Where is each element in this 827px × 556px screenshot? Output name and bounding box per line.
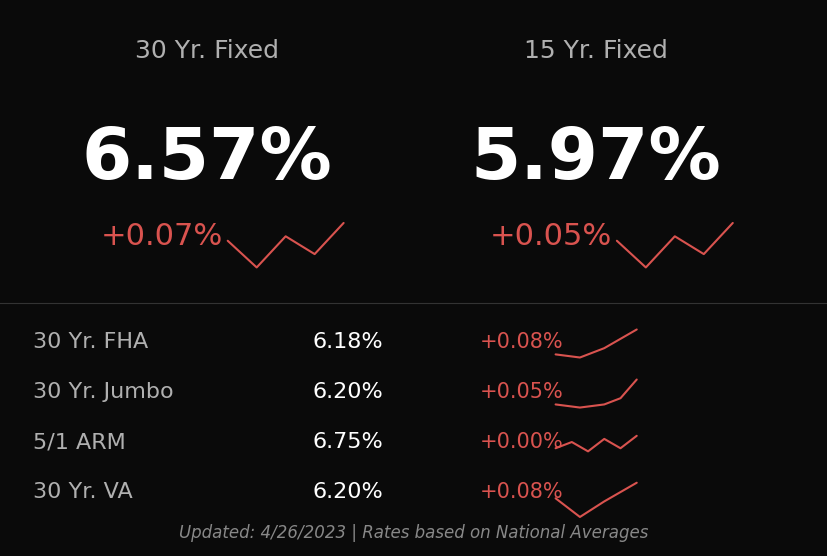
Text: +0.05%: +0.05% <box>479 382 563 402</box>
Text: +0.05%: +0.05% <box>489 222 611 251</box>
Text: +0.00%: +0.00% <box>479 432 563 452</box>
Text: 6.75%: 6.75% <box>312 432 383 452</box>
Text: 30 Yr. Fixed: 30 Yr. Fixed <box>135 39 279 63</box>
Text: 30 Yr. Jumbo: 30 Yr. Jumbo <box>33 382 174 402</box>
Text: +0.08%: +0.08% <box>480 332 562 352</box>
Text: Updated: 4/26/2023 | Rates based on National Averages: Updated: 4/26/2023 | Rates based on Nati… <box>179 524 648 542</box>
Text: 30 Yr. FHA: 30 Yr. FHA <box>33 332 148 352</box>
Text: 6.57%: 6.57% <box>82 125 332 194</box>
Text: 30 Yr. VA: 30 Yr. VA <box>33 482 132 502</box>
Text: 6.20%: 6.20% <box>312 482 383 502</box>
Text: 5.97%: 5.97% <box>471 125 720 194</box>
Text: 6.20%: 6.20% <box>312 382 383 402</box>
Text: 15 Yr. Fixed: 15 Yr. Fixed <box>523 39 667 63</box>
Text: 6.18%: 6.18% <box>312 332 383 352</box>
Text: +0.08%: +0.08% <box>480 482 562 502</box>
Text: +0.07%: +0.07% <box>100 222 222 251</box>
Text: 5/1 ARM: 5/1 ARM <box>33 432 126 452</box>
